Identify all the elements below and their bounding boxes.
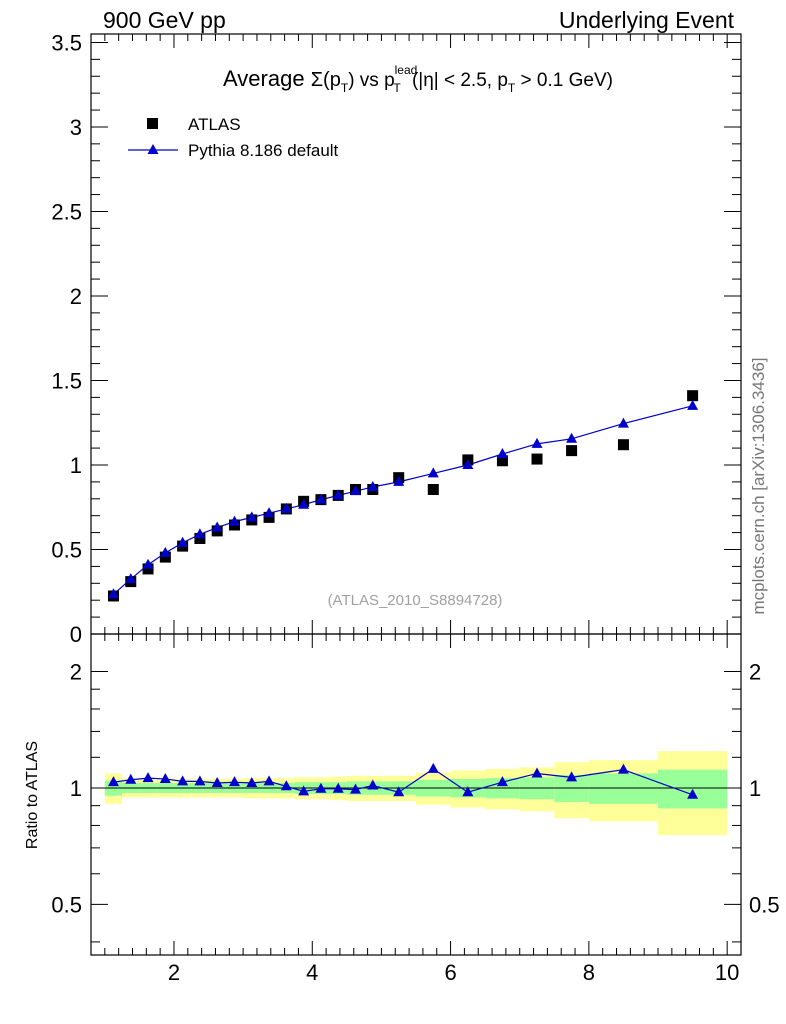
- y-tick-label: 0: [70, 622, 82, 647]
- atlas-point: [687, 390, 699, 402]
- ratio-pythia-point: [280, 780, 292, 791]
- ratio-pythia-point: [142, 772, 154, 783]
- pythia-point: [280, 502, 292, 513]
- pythia-point: [427, 467, 439, 478]
- ratio-pythia-point: [315, 782, 327, 793]
- pythia-point: [349, 485, 361, 496]
- ratio-y-tick-label-right: 2: [749, 659, 761, 684]
- pythia-point: [531, 437, 543, 448]
- side-label: mcplots.cern.ch [arXiv:1306.3436]: [749, 357, 768, 614]
- x-tick-label: 2: [168, 960, 180, 985]
- atlas-point: [427, 483, 439, 495]
- pythia-point: [107, 588, 119, 599]
- ratio-frame: [90, 633, 742, 956]
- header-left: 900 GeV pp: [103, 7, 226, 33]
- y-tick-label: 0.5: [51, 537, 82, 562]
- watermark: (ATLAS_2010_S8894728): [328, 592, 503, 609]
- atlas-point: [263, 511, 275, 523]
- atlas-point: [566, 445, 578, 457]
- ratio-pythia-point: [125, 773, 137, 784]
- atlas-point: [531, 453, 543, 465]
- x-tick-label: 10: [715, 960, 739, 985]
- atlas-point: [159, 551, 171, 563]
- ratio-pythia-point: [194, 775, 206, 786]
- pythia-point: [125, 573, 137, 584]
- pythia-point: [687, 399, 699, 410]
- x-tick-label: 4: [306, 960, 318, 985]
- ratio-pythia-point: [332, 782, 344, 793]
- ratio-pythia-point: [298, 785, 310, 796]
- legend-label-atlas: ATLAS: [188, 115, 241, 134]
- ratio-pythia-point: [496, 776, 508, 787]
- ratio-pythia-point: [107, 776, 119, 787]
- atlas-point: [496, 455, 508, 467]
- ratio-pythia-point: [367, 779, 379, 790]
- ratio-pythia-point: [462, 786, 474, 797]
- pythia-point: [228, 515, 240, 526]
- pythia-point: [194, 528, 206, 539]
- y-tick-label: 2: [70, 284, 82, 309]
- ratio-pythia-point: [393, 786, 405, 797]
- header-right: Underlying Event: [558, 7, 734, 33]
- ratio-pythia-point: [263, 775, 275, 786]
- legend-label-pythia: Pythia 8.186 default: [188, 141, 339, 160]
- pythia-point: [393, 475, 405, 486]
- pythia-point: [367, 480, 379, 491]
- ratio-y-label: Ratio to ATLAS: [24, 741, 41, 849]
- legend-marker-atlas: [147, 118, 158, 129]
- pythia-point: [617, 417, 629, 428]
- x-tick-label: 8: [583, 960, 595, 985]
- ratio-pythia-point: [246, 776, 258, 787]
- y-tick-label: 3.5: [51, 30, 82, 55]
- pythia-point: [142, 558, 154, 569]
- y-tick-label: 2.5: [51, 199, 82, 224]
- atlas-point: [142, 563, 154, 575]
- pythia-point: [246, 511, 258, 522]
- ratio-y-tick-label: 0.5: [51, 892, 82, 917]
- pythia-point: [177, 536, 189, 547]
- pythia-point: [462, 458, 474, 469]
- pythia-point: [332, 489, 344, 500]
- ratio-pythia-point: [159, 772, 171, 783]
- pythia-point: [566, 432, 578, 443]
- chart-title: Average Σ(pT) vs plead T (|η| < 2.5, pT >…: [223, 63, 613, 95]
- ratio-pythia-point: [566, 771, 578, 782]
- y-tick-label: 3: [70, 115, 82, 140]
- ratio-pythia-point: [349, 783, 361, 794]
- atlas-point: [194, 533, 206, 545]
- ratio-y-tick-label-right: 1: [749, 776, 761, 801]
- pythia-point: [298, 498, 310, 509]
- ratio-y-tick-label: 1: [70, 776, 82, 801]
- pythia-line: [113, 405, 693, 595]
- pythia-point: [315, 493, 327, 504]
- atlas-point: [617, 439, 629, 451]
- ratio-pythia-point: [427, 762, 439, 773]
- ratio-pythia-point: [617, 763, 629, 774]
- x-tick-label: 6: [444, 960, 456, 985]
- ratio-pythia-point: [228, 776, 240, 787]
- y-tick-label: 1: [70, 453, 82, 478]
- pythia-point: [263, 507, 275, 518]
- pythia-point: [496, 448, 508, 458]
- pythia-point: [159, 546, 171, 557]
- ratio-y-tick-label-right: 0.5: [749, 892, 780, 917]
- ratio-pythia-point: [177, 775, 189, 786]
- y-tick-label: 1.5: [51, 368, 82, 393]
- legend-marker-pythia: [147, 144, 159, 154]
- ratio-y-tick-label: 2: [70, 659, 82, 684]
- pythia-point: [211, 521, 223, 532]
- ratio-pythia-point: [211, 776, 223, 787]
- ratio-pythia-point: [687, 788, 699, 799]
- ratio-pythia-point: [531, 767, 543, 778]
